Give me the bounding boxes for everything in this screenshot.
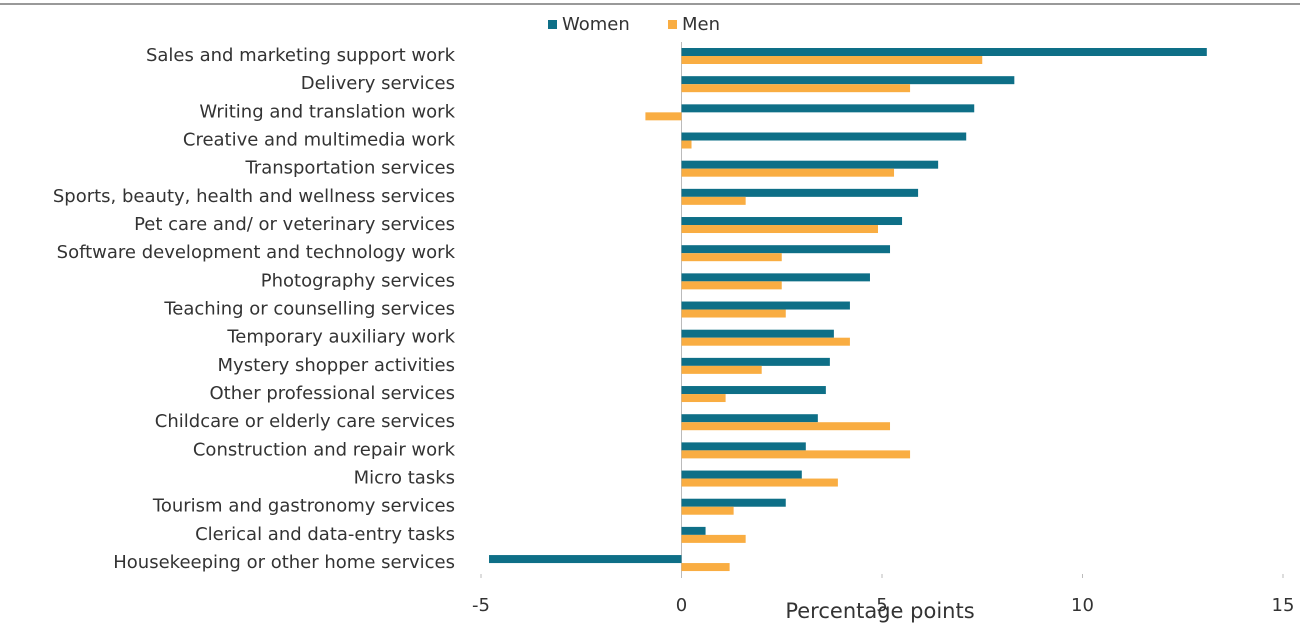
bar xyxy=(681,386,826,395)
bar xyxy=(681,48,1207,56)
y-tick-label: Transportation services xyxy=(244,158,455,179)
x-tick-label: 10 xyxy=(1071,595,1094,616)
bar xyxy=(681,160,939,169)
bar xyxy=(681,273,870,282)
y-tick-label: Pet care and/ or veterinary services xyxy=(134,214,455,235)
bar xyxy=(681,76,1015,85)
bar xyxy=(681,104,975,113)
bar xyxy=(681,534,746,543)
y-tick-label: Software development and technology work xyxy=(57,242,456,263)
y-tick-label: Delivery services xyxy=(301,73,455,94)
legend-label: Women xyxy=(562,14,630,35)
bar xyxy=(681,140,692,149)
x-tick-label: 15 xyxy=(1272,595,1295,616)
y-tick-label: Housekeeping or other home services xyxy=(113,552,455,573)
bar xyxy=(645,112,682,121)
y-tick-label: Photography services xyxy=(261,270,455,291)
bar xyxy=(681,301,850,310)
legend-label: Men xyxy=(682,14,720,35)
bar xyxy=(681,442,806,451)
y-tick-label: Childcare or elderly care services xyxy=(155,411,455,432)
y-tick-label: Creative and multimedia work xyxy=(183,130,456,151)
bar xyxy=(681,470,802,479)
bar xyxy=(681,217,903,226)
bar xyxy=(681,56,983,64)
x-tick-label: 5 xyxy=(876,595,887,616)
x-tick-label: 0 xyxy=(676,595,687,616)
bar xyxy=(681,329,834,338)
y-tick-label: Writing and translation work xyxy=(199,101,455,122)
y-tick-label: Mystery shopper activities xyxy=(218,355,455,376)
bar xyxy=(681,365,762,374)
bar xyxy=(681,168,895,177)
y-tick-label: Sports, beauty, health and wellness serv… xyxy=(53,186,455,207)
y-tick-label: Tourism and gastronomy services xyxy=(152,496,455,517)
y-tick-label: Teaching or counselling services xyxy=(163,299,455,320)
bar xyxy=(681,563,730,572)
y-tick-label: Micro tasks xyxy=(354,468,455,489)
bar xyxy=(681,357,830,366)
bar xyxy=(681,450,911,459)
bar xyxy=(681,526,706,535)
bar xyxy=(681,394,726,403)
bar xyxy=(681,84,911,93)
legend-swatch xyxy=(548,20,557,29)
bar xyxy=(681,414,818,423)
bar xyxy=(681,196,746,205)
bar xyxy=(489,555,682,564)
bar xyxy=(681,245,891,254)
bar xyxy=(681,478,838,487)
bar xyxy=(681,506,734,515)
bar xyxy=(681,225,878,234)
bar xyxy=(681,337,850,346)
bar xyxy=(681,422,891,431)
x-tick-label: -5 xyxy=(472,595,490,616)
bar xyxy=(681,132,967,141)
bar xyxy=(681,188,919,197)
y-tick-label: Construction and repair work xyxy=(193,439,456,460)
y-tick-label: Temporary auxiliary work xyxy=(226,327,455,348)
x-axis-title: Percentage points xyxy=(785,599,974,623)
bar xyxy=(681,498,786,507)
bar xyxy=(681,253,782,262)
bar xyxy=(681,309,786,318)
y-tick-label: Clerical and data-entry tasks xyxy=(195,524,455,545)
legend-swatch xyxy=(668,20,677,29)
y-tick-label: Sales and marketing support work xyxy=(146,45,456,66)
bar xyxy=(681,281,782,290)
y-tick-label: Other professional services xyxy=(210,383,455,404)
